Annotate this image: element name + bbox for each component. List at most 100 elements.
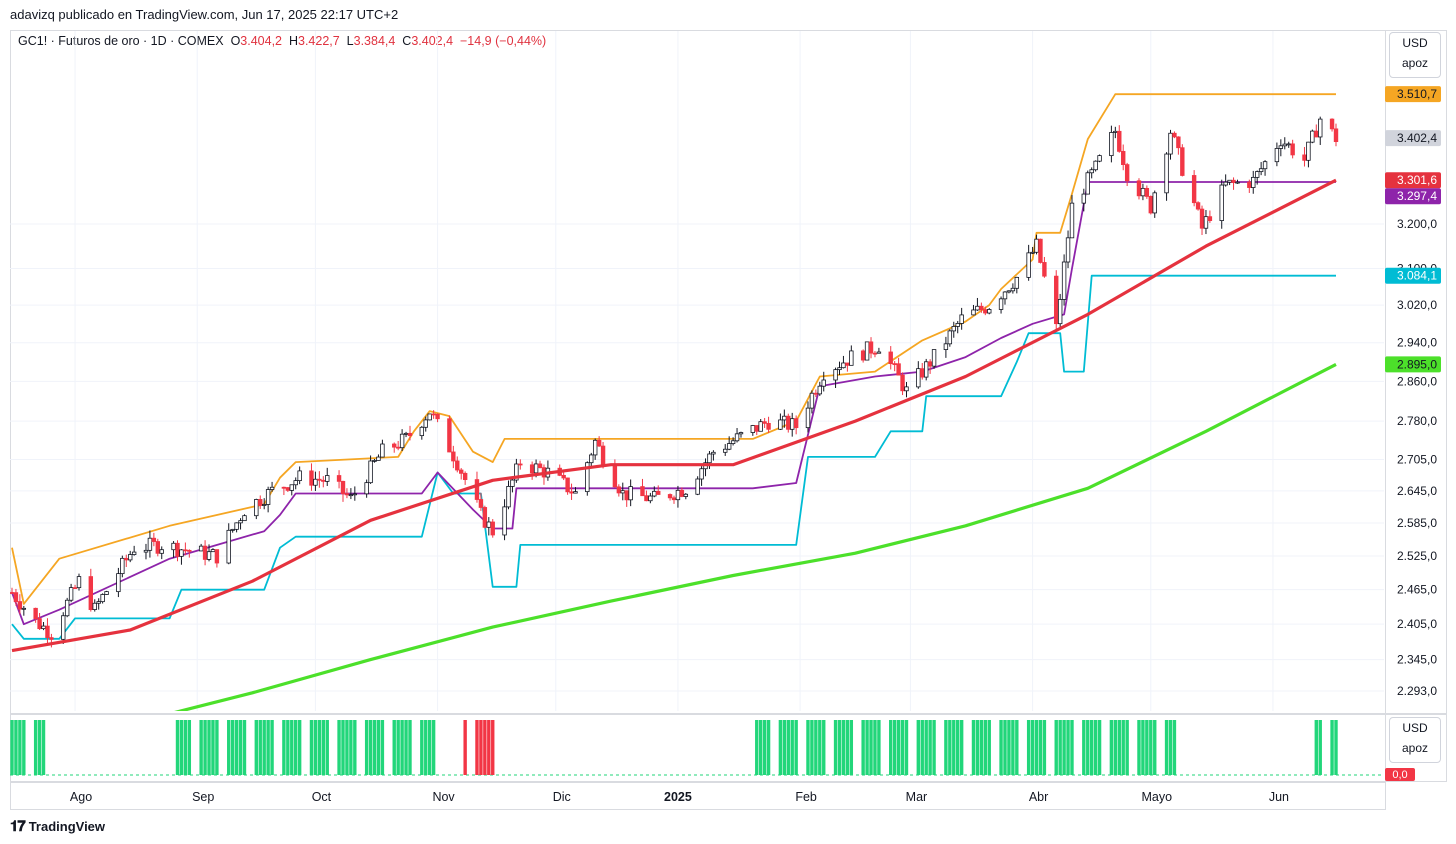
candle-up: [648, 495, 653, 502]
candle-up: [837, 367, 842, 371]
candle-up: [104, 591, 109, 595]
candle-up: [951, 326, 956, 332]
candle-up: [1034, 238, 1039, 253]
candle-down: [72, 587, 78, 590]
histogram-bar: [487, 720, 491, 775]
candle-up: [297, 470, 302, 482]
time-axis[interactable]: [10, 782, 1386, 810]
candle-up: [849, 350, 854, 366]
histogram-bar: [1089, 720, 1094, 775]
indicator-currency-label: USD: [1402, 721, 1428, 735]
candle-up: [1168, 132, 1173, 155]
candle-up: [419, 426, 425, 437]
histogram-bar: [1330, 720, 1334, 775]
candle-up: [1274, 148, 1280, 163]
candle-up: [399, 433, 405, 449]
histogram-bar: [1011, 720, 1015, 775]
candle-down: [920, 368, 925, 378]
candle-down: [183, 549, 188, 552]
price-badge-text: 3.084,1: [1397, 269, 1437, 283]
candle-up: [1081, 193, 1087, 204]
candle-up: [1002, 291, 1008, 300]
candle-down: [10, 592, 15, 594]
histogram-bar: [10, 720, 14, 775]
price-badge-text: 2.895,0: [1397, 357, 1437, 371]
price-tick-label: 2.585,0: [1397, 516, 1437, 530]
candle-up: [179, 549, 184, 557]
candle-up: [1113, 130, 1118, 133]
tradingview-logo-icon: 𝟏𝟕: [10, 818, 26, 835]
candle-up: [238, 520, 243, 524]
histogram-bar: [928, 720, 932, 775]
histogram-bar: [1121, 720, 1125, 775]
candle-up: [947, 330, 953, 345]
histogram-bar: [1318, 720, 1322, 775]
histogram-bar: [345, 720, 349, 775]
histogram-bar: [427, 720, 432, 775]
candle-down: [317, 478, 322, 481]
candle-down: [1195, 202, 1201, 210]
scale-mode-label: apoz: [1401, 56, 1429, 70]
currency-unit-button[interactable]: USD apoz: [1389, 32, 1441, 78]
upper-channel-line: [11, 93, 1336, 605]
candle-up: [1006, 290, 1012, 293]
candle-down: [1302, 154, 1307, 161]
price-tick-label: 2.860,0: [1397, 374, 1437, 388]
candle-up: [723, 448, 728, 453]
histogram-bar: [475, 720, 479, 775]
candle-up: [959, 314, 964, 324]
candle-up: [817, 385, 822, 395]
symbol-title: GC1! · Futuros de oro · 1D · COMEX: [18, 34, 224, 48]
histogram-bar: [337, 720, 341, 775]
histogram-bar: [179, 720, 184, 775]
candle-up: [61, 615, 66, 640]
histogram-bar: [297, 720, 302, 775]
candle-down: [258, 499, 263, 506]
candle-up: [1318, 118, 1323, 138]
time-tick-label: 2025: [664, 790, 692, 804]
mid-channel-line: [11, 181, 1336, 626]
candle-up: [585, 462, 590, 493]
candle-down: [321, 479, 326, 482]
candle-down: [786, 415, 791, 430]
indicator-value-badge: [1385, 768, 1415, 781]
candle-up: [230, 528, 235, 531]
histogram-bar: [873, 720, 877, 775]
candle-down: [202, 545, 208, 560]
candle-down: [596, 439, 602, 447]
histogram-bar: [1149, 720, 1153, 775]
histogram-bar: [392, 720, 396, 775]
change-value: −14,9 (−0,44%): [460, 34, 547, 48]
candle-up: [1227, 179, 1232, 183]
candle-up: [21, 607, 27, 610]
histogram-bar: [266, 720, 270, 775]
histogram-bar: [975, 720, 980, 775]
histogram-bar: [400, 720, 404, 775]
high-label: H: [288, 34, 298, 48]
histogram-bar: [349, 720, 353, 775]
indicator-unit-button[interactable]: USD apoz: [1389, 717, 1441, 763]
price-tick-label: 2.780,0: [1397, 414, 1437, 428]
candle-up: [1085, 172, 1090, 195]
histogram-bar: [758, 720, 763, 775]
histogram-bar: [845, 720, 850, 775]
candle-up: [254, 499, 259, 517]
candle-down: [482, 507, 488, 528]
price-tick-label: 2.465,0: [1397, 583, 1437, 597]
low-value: 3.384,4: [353, 34, 396, 48]
candle-down: [281, 486, 287, 489]
candle-up: [1251, 176, 1256, 188]
candle-up: [931, 349, 937, 367]
histogram-bar: [483, 720, 487, 775]
histogram-bar: [916, 720, 921, 775]
candle-up: [242, 515, 247, 522]
histogram-bar: [313, 720, 318, 775]
tradingview-logo[interactable]: 𝟏𝟕 TradingView: [10, 818, 105, 835]
candle-up: [1258, 168, 1264, 173]
histogram-bar: [463, 720, 467, 775]
histogram-bar: [199, 720, 203, 775]
indicator-value-text: 0,0: [1392, 769, 1407, 781]
candle-up: [68, 587, 74, 601]
candle-down: [214, 549, 220, 564]
candle-up: [380, 443, 385, 458]
